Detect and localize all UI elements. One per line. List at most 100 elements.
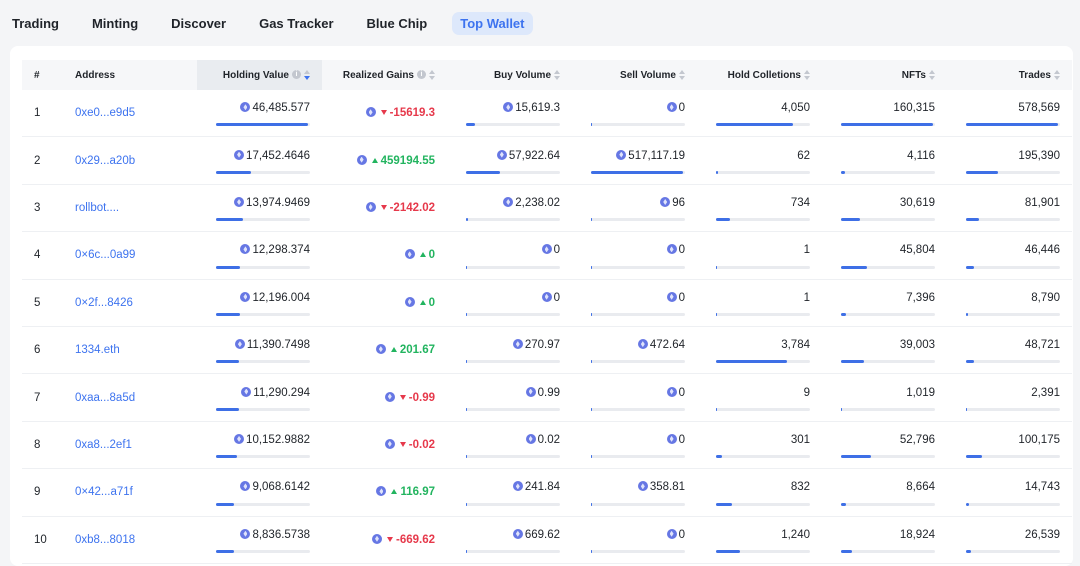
header-rank: #	[22, 60, 63, 90]
sort-icon[interactable]	[804, 69, 810, 80]
sort-icon[interactable]	[304, 69, 310, 80]
bar-fill	[591, 265, 592, 269]
hold-collections-cell: 301	[697, 421, 822, 470]
info-icon[interactable]: i	[292, 70, 301, 80]
eth-icon	[503, 102, 514, 113]
table-row[interactable]: 3 rollbot.... 13,974.9469 -2142.02 2,238…	[22, 184, 1072, 233]
hold-collections-cell: 3,784	[697, 326, 822, 375]
eth-icon	[512, 528, 523, 539]
tab-gas-tracker[interactable]: Gas Tracker	[259, 15, 334, 31]
wallet-address-link[interactable]: 0×42...a71f	[75, 486, 133, 499]
header-nfts[interactable]: NFTs	[822, 60, 947, 90]
wallet-address-link[interactable]: 0xb8...8018	[75, 533, 136, 546]
wallet-address-link[interactable]: 0×6c...0a99	[75, 249, 136, 262]
eth-icon	[234, 149, 245, 160]
realized-gains-cell: -15619.3	[322, 90, 447, 138]
trades-cell: 578,569	[947, 90, 1072, 138]
wallet-address-link[interactable]: 0xa8...2ef1	[75, 438, 132, 451]
tab-discover[interactable]: Discover	[171, 15, 227, 31]
trades-cell: 2,391	[947, 373, 1072, 422]
trades-cell: 8,790	[947, 279, 1072, 327]
table-row[interactable]: 9 0×42...a71f 9,068.6142 116.97 241.84 3…	[22, 468, 1072, 517]
wallet-address-link[interactable]: 0×2f...8426	[75, 296, 133, 309]
holding-value-cell: 8,836.5738	[197, 516, 322, 564]
hold-collections-bar	[716, 549, 810, 553]
holding-value-bar	[216, 312, 310, 316]
wallet-address-link[interactable]: 0xaa...8a5d	[75, 391, 136, 404]
table-row[interactable]: 8 0xa8...2ef1 10,152.9882 -0.02 0.02 0 3…	[22, 421, 1072, 470]
eth-icon	[525, 433, 536, 444]
table-row[interactable]: 10 0xb8...8018 8,836.5738 -669.62 669.62…	[22, 516, 1072, 564]
sell-volume-bar	[591, 549, 685, 553]
sell-volume-cell: 472.64	[572, 326, 697, 375]
sell-volume-bar	[591, 407, 685, 411]
buy-volume-cell: 270.97	[447, 326, 572, 375]
trend-down-icon	[380, 110, 387, 116]
bar-fill	[841, 265, 868, 269]
table-row[interactable]: 4 0×6c...0a99 12,298.374 0 0 0 1 45,804 …	[22, 231, 1072, 280]
eth-icon	[241, 386, 252, 397]
tab-minting[interactable]: Minting	[91, 15, 139, 31]
bar-fill	[841, 455, 872, 459]
sort-icon[interactable]	[554, 69, 560, 80]
table-row[interactable]: 1 0xe0...e9d5 46,485.577 -15619.3 15,619…	[22, 90, 1072, 138]
header-hold-collections[interactable]: Hold Colletions	[697, 60, 822, 90]
bar-fill	[966, 218, 980, 222]
table-row[interactable]: 5 0×2f...8426 12,196.004 0 0 0 1 7,396 8…	[22, 279, 1072, 327]
table-row[interactable]: 7 0xaa...8a5d 11,290.294 -0.99 0.99 0 9 …	[22, 373, 1072, 422]
realized-gains-cell: 459194.55	[322, 136, 447, 185]
nfts-bar	[841, 312, 935, 316]
realized-gains-cell: -669.62	[322, 516, 447, 564]
bar-fill	[966, 265, 974, 269]
eth-icon	[512, 481, 523, 492]
sort-icon[interactable]	[429, 69, 435, 80]
eth-icon	[234, 196, 245, 207]
buy-volume-cell: 0.02	[447, 421, 572, 470]
table-row[interactable]: 2 0x29...a20b 17,452.4646 459194.55 57,9…	[22, 136, 1072, 185]
header-buy-volume[interactable]: Buy Volume	[447, 60, 572, 90]
header-trades[interactable]: Trades	[947, 60, 1072, 90]
rank-cell: 1	[22, 90, 63, 138]
nfts-bar	[841, 123, 935, 127]
sort-icon[interactable]	[1054, 69, 1060, 80]
header-holding-value[interactable]: Holding Value i	[197, 60, 322, 90]
header-sell-volume[interactable]: Sell Volume	[572, 60, 697, 90]
sell-volume-bar	[591, 265, 685, 269]
sort-icon[interactable]	[929, 69, 935, 80]
buy-volume-cell: 0.99	[447, 373, 572, 422]
hold-collections-cell: 9	[697, 373, 822, 422]
holding-value-cell: 46,485.577	[197, 90, 322, 138]
address-cell: 0×6c...0a99	[63, 231, 197, 280]
hold-collections-cell: 1	[697, 279, 822, 327]
wallet-address-link[interactable]: 0x29...a20b	[75, 154, 136, 167]
sort-icon[interactable]	[679, 69, 685, 80]
header-realized-gains[interactable]: Realized Gains i	[322, 60, 447, 90]
holding-value-bar	[216, 455, 310, 459]
sell-volume-cell: 358.81	[572, 468, 697, 517]
eth-icon	[666, 433, 677, 444]
bar-fill	[841, 502, 846, 506]
nfts-cell: 8,664	[822, 468, 947, 517]
tab-top-wallet[interactable]: Top Wallet	[452, 11, 533, 35]
table-row[interactable]: 6 1334.eth 11,390.7498 201.67 270.97 472…	[22, 326, 1072, 375]
wallet-address-link[interactable]: 1334.eth	[75, 344, 120, 357]
wallet-address-link[interactable]: 0xe0...e9d5	[75, 107, 136, 120]
nfts-cell: 52,796	[822, 421, 947, 470]
bar-fill	[841, 170, 845, 174]
holding-value-cell: 9,068.6142	[197, 468, 322, 517]
tab-trading[interactable]: Trading	[12, 15, 59, 31]
bar-fill	[466, 502, 467, 506]
table-header-row: # Address Holding Value i Realized Gains i…	[22, 60, 1072, 90]
trades-cell: 14,743	[947, 468, 1072, 517]
holding-value-cell: 12,298.374	[197, 231, 322, 280]
eth-icon	[541, 291, 552, 302]
bar-fill	[216, 265, 241, 269]
nfts-bar	[841, 170, 935, 174]
trades-bar	[966, 312, 1060, 316]
tab-blue-chip[interactable]: Blue Chip	[366, 15, 428, 31]
wallet-address-link[interactable]: rollbot....	[75, 201, 120, 214]
bar-fill	[966, 455, 982, 459]
info-icon[interactable]: i	[417, 70, 426, 80]
nfts-cell: 39,003	[822, 326, 947, 375]
eth-icon	[240, 291, 251, 302]
